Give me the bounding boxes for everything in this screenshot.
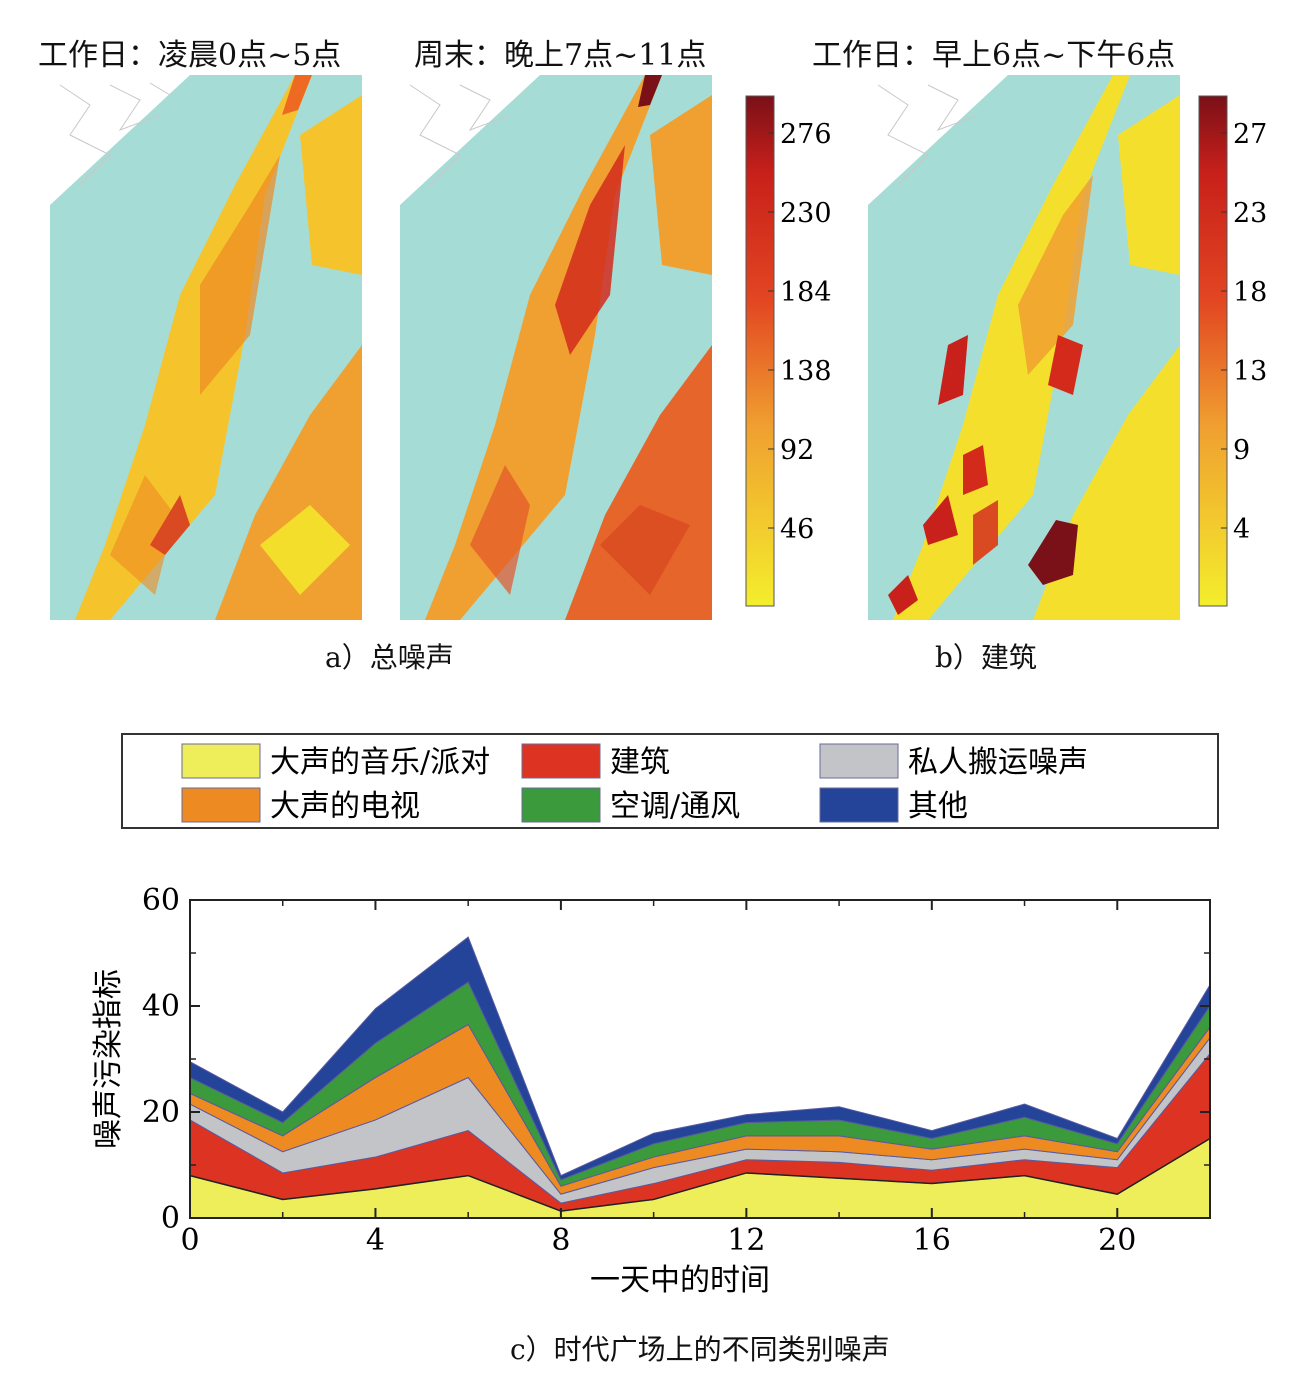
legend-swatch: [819, 743, 899, 779]
legend-label: 大声的音乐/派对: [270, 745, 490, 780]
legend-label: 空调/通风: [610, 789, 740, 824]
x-tick-label: 16: [913, 1223, 951, 1258]
map-land-queens: [565, 345, 712, 620]
x-tick-label: 4: [366, 1223, 385, 1258]
map-land-bronx: [300, 95, 362, 275]
x-tick-label: 20: [1098, 1223, 1136, 1258]
y-tick-label: 0: [161, 1201, 180, 1236]
legend-swatch: [181, 743, 261, 779]
x-tick-label: 0: [180, 1223, 199, 1258]
caption-c: c）时代广场上的不同类别噪声: [510, 1333, 890, 1366]
colorbar-tick-label: 138: [780, 356, 832, 387]
map-land-bronx: [650, 95, 712, 275]
legend-swatch: [819, 787, 899, 823]
caption-a: a）总噪声: [325, 641, 454, 674]
colorbar-tick-label: 92: [780, 435, 814, 466]
colorbar-tick-label: 18: [1233, 277, 1267, 308]
y-tick-label: 40: [142, 989, 180, 1024]
caption-b: b）建筑: [935, 641, 1037, 674]
colorbar-tick-label: 184: [780, 277, 832, 308]
map-panel-total-noise-weekday-night: [50, 75, 362, 620]
y-tick-label: 60: [142, 883, 180, 918]
x-axis-label: 一天中的时间: [590, 1263, 770, 1298]
map-title-weekend-evening: 周末：晚上7点~11点: [414, 38, 707, 73]
legend-label: 其他: [908, 789, 968, 824]
map-panel-total-noise-weekend-evening: [400, 75, 712, 620]
stacked-area-chart: 0 20 40 60 0 4 8 12 16 20 一天中的时间 噪声污染指标: [91, 883, 1211, 1298]
colorbar-tick-label: 27: [1233, 119, 1267, 150]
colorbar-total-noise: 276 230 184 138 92 46: [745, 95, 832, 607]
colorbar-tick-label: 230: [780, 198, 832, 229]
legend-swatch: [521, 743, 601, 779]
colorbar-tick-label: 46: [780, 514, 814, 545]
y-tick-label: 20: [142, 1095, 180, 1130]
legend-swatch: [181, 787, 261, 823]
map-land-bronx: [1118, 95, 1180, 275]
colorbar-construction: 27 23 18 13 9 4: [1198, 95, 1267, 607]
legend-label: 大声的电视: [270, 789, 420, 824]
y-axis-label: 噪声污染指标: [91, 969, 126, 1149]
colorbar-tick-label: 13: [1233, 356, 1267, 387]
legend-label: 私人搬运噪声: [908, 745, 1088, 780]
area-series-outline: [189, 1137, 1211, 1212]
colorbar-tick-label: 23: [1233, 198, 1267, 229]
colorbar-tick-label: 4: [1233, 514, 1250, 545]
x-tick-label: 12: [727, 1223, 765, 1258]
map-panel-construction-weekday-day: [868, 75, 1180, 620]
x-tick-label: 8: [551, 1223, 570, 1258]
colorbar-tick-label: 9: [1233, 435, 1250, 466]
map-title-weekday-night: 工作日：凌晨0点~5点: [38, 38, 342, 73]
legend-label: 建筑: [610, 745, 670, 780]
map-title-weekday-day: 工作日：早上6点~下午6点: [812, 38, 1176, 73]
colorbar-tick-label: 276: [780, 119, 832, 150]
legend-swatch: [521, 787, 601, 823]
